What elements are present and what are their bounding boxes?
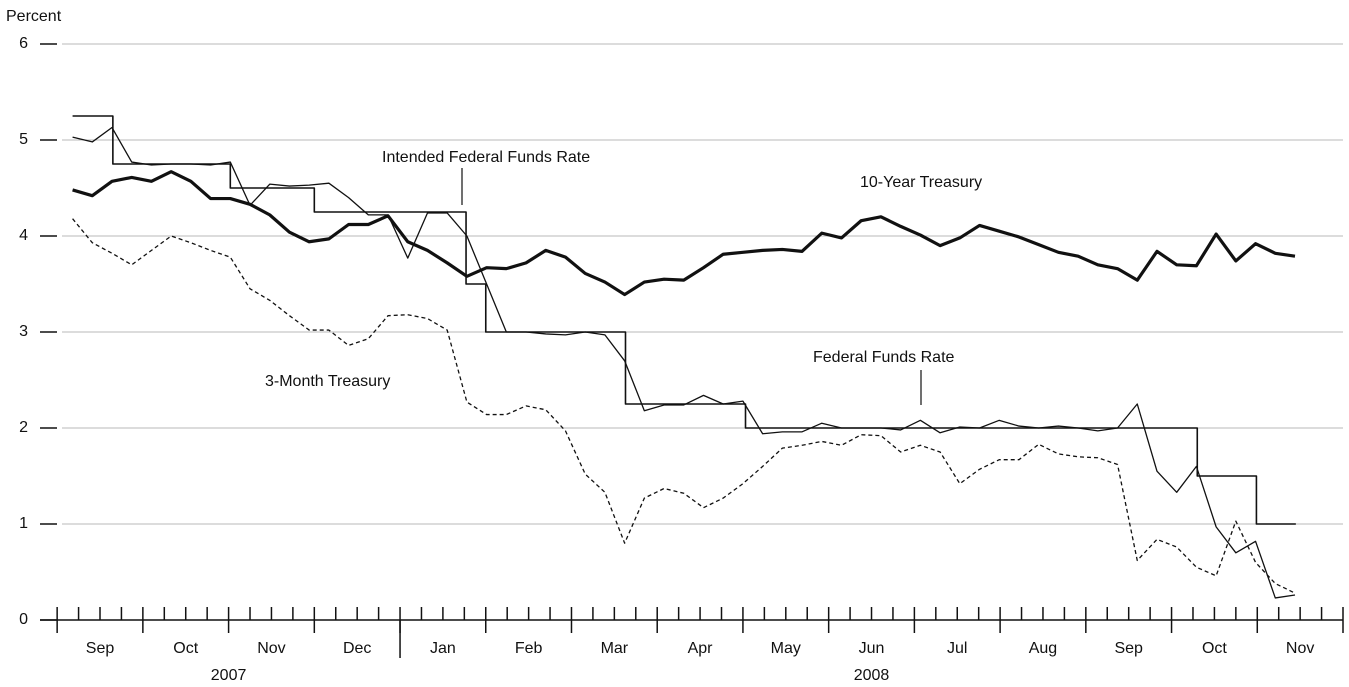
x-tick-label: Nov [1286,640,1314,657]
x-tick-label: Nov [257,640,285,657]
x-tick-label: Mar [601,640,629,657]
y-tick-label: 5 [19,131,28,148]
y-tick-label: 1 [19,515,28,532]
series-line [72,115,1296,525]
x-tick-label: Oct [173,640,198,657]
y-tick-label: 4 [19,227,28,244]
year-label: 2007 [211,667,247,684]
x-tick-label: Oct [1202,640,1227,657]
y-tick-label: 3 [19,323,28,340]
x-tick-label: Jul [947,640,967,657]
series-line [72,126,1296,599]
y-axis-label: Percent [6,8,62,25]
series-label: 3-Month Treasury [265,373,390,390]
series-label: Federal Funds Rate [813,349,955,366]
x-tick-label: Sep [1114,640,1143,657]
series-line [72,218,1296,594]
x-tick-label: Jan [430,640,456,657]
series-line [72,170,1296,297]
y-tick-label: 6 [19,35,28,52]
y-tick-label: 0 [19,611,28,628]
series-label: 10-Year Treasury [860,174,982,191]
x-tick-label: May [771,640,801,657]
x-tick-label: Sep [86,640,115,657]
series-label: Intended Federal Funds Rate [382,149,590,166]
x-tick-label: Aug [1029,640,1057,657]
x-tick-label: Apr [688,640,714,657]
x-tick-label: Feb [515,640,543,657]
x-tick-label: Dec [343,640,371,657]
year-label: 2008 [854,667,890,684]
x-tick-label: Jun [859,640,885,657]
y-tick-label: 2 [19,419,28,436]
